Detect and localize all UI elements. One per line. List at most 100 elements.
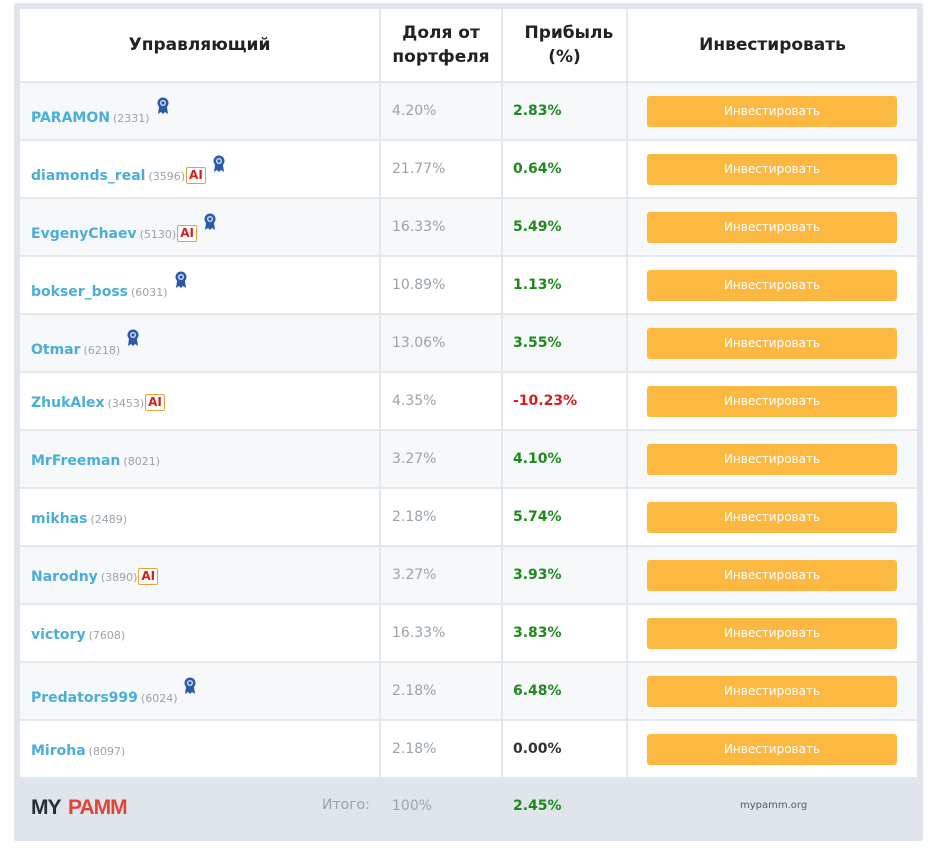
- table-row: Miroha (8097) 2.18% 0.00% Инвестировать: [20, 720, 917, 779]
- invest-cell: Инвестировать: [627, 256, 917, 315]
- profit-value: 3.55%: [502, 314, 628, 373]
- manager-cell: PARAMON (2331): [20, 82, 381, 141]
- invest-cell: Инвестировать: [627, 662, 917, 721]
- manager-link[interactable]: Miroha: [31, 742, 86, 759]
- share-value: 4.20%: [380, 82, 503, 141]
- manager-id: (7608): [88, 628, 126, 642]
- manager-id: (8021): [123, 454, 160, 468]
- ai-badge: AI: [186, 166, 206, 184]
- managers-table: Управляющий Доля от портфеля Прибыль (%)…: [20, 9, 917, 779]
- profit-value: 1.13%: [502, 256, 628, 315]
- invest-button[interactable]: Инвестировать: [647, 327, 897, 359]
- manager-link[interactable]: diamonds_real: [31, 167, 146, 184]
- invest-button[interactable]: Инвестировать: [647, 617, 897, 649]
- manager-cell: diamonds_real (3596) AI: [20, 140, 381, 199]
- profit-value: 5.49%: [502, 198, 628, 257]
- profit-value: 3.93%: [502, 546, 628, 605]
- invest-cell: Инвестировать: [627, 488, 917, 547]
- header-share: Доля от портфеля: [380, 9, 503, 83]
- table-row: mikhas (2489) 2.18% 5.74% Инвестировать: [20, 488, 917, 547]
- manager-link[interactable]: Otmar: [31, 341, 81, 358]
- invest-button[interactable]: Инвестировать: [647, 211, 897, 243]
- profit-value: 0.00%: [502, 720, 628, 779]
- share-value: 2.18%: [380, 662, 503, 721]
- invest-button[interactable]: Инвестировать: [647, 501, 897, 533]
- share-value: 3.27%: [380, 546, 503, 605]
- manager-cell: Narodny (3890) AI: [20, 546, 381, 605]
- manager-id: (3453): [107, 396, 145, 410]
- manager-link[interactable]: Predators999: [31, 689, 138, 706]
- header-profit: Прибыль (%): [502, 9, 628, 83]
- invest-cell: Инвестировать: [627, 546, 917, 605]
- share-value: 13.06%: [380, 314, 503, 373]
- manager-id: (6218): [83, 343, 121, 357]
- manager-link[interactable]: bokser_boss: [31, 283, 128, 300]
- table-footer: MY PAMM Итого: 100% 2.45% mypamm.org: [20, 781, 917, 833]
- manager-cell: ZhukAlex (3453) AI: [20, 372, 381, 431]
- total-share: 100%: [392, 798, 433, 814]
- invest-button[interactable]: Инвестировать: [647, 443, 897, 475]
- manager-link[interactable]: PARAMON: [31, 109, 110, 126]
- table-header: Управляющий Доля от портфеля Прибыль (%)…: [20, 9, 917, 83]
- medal-icon: [157, 97, 169, 114]
- site-link[interactable]: mypamm.org: [740, 800, 808, 811]
- share-value: 10.89%: [380, 256, 503, 315]
- invest-cell: Инвестировать: [627, 604, 917, 663]
- manager-link[interactable]: Narodny: [31, 568, 98, 585]
- manager-id: (2331): [112, 111, 150, 125]
- ai-badge: AI: [138, 567, 159, 585]
- medal-icon: [127, 329, 139, 346]
- header-share-label: Доля от портфеля: [392, 23, 490, 67]
- ai-badge: AI: [145, 393, 165, 411]
- total-profit: 2.45%: [513, 798, 562, 814]
- table-row: Narodny (3890) AI 3.27% 3.93% Инвестироват…: [20, 546, 917, 605]
- invest-button[interactable]: Инвестировать: [647, 675, 897, 707]
- profit-value: 5.74%: [502, 488, 628, 547]
- medal-icon: [213, 155, 225, 172]
- manager-link[interactable]: ZhukAlex: [31, 394, 105, 411]
- svg-text:MY: MY: [31, 796, 61, 817]
- share-value: 16.33%: [380, 604, 503, 663]
- invest-button[interactable]: Инвестировать: [647, 385, 897, 417]
- manager-link[interactable]: victory: [31, 626, 86, 643]
- manager-id: (3596): [148, 169, 186, 183]
- header-manager: Управляющий: [20, 9, 381, 83]
- manager-link[interactable]: EvgenyChaev: [31, 225, 137, 242]
- table-body: PARAMON (2331) 4.20% 2.83% Инвестировать …: [20, 82, 917, 779]
- share-value: 16.33%: [380, 198, 503, 257]
- table-row: bokser_boss (6031) 10.89% 1.13% Инвестиро…: [20, 256, 917, 315]
- table-row: Otmar (6218) 13.06% 3.55% Инвестировать: [20, 314, 917, 373]
- manager-cell: Miroha (8097): [20, 720, 381, 779]
- total-label: Итого:: [322, 797, 370, 813]
- profit-value: 6.48%: [502, 662, 628, 721]
- invest-button[interactable]: Инвестировать: [647, 95, 897, 127]
- manager-cell: bokser_boss (6031): [20, 256, 381, 315]
- table-row: MrFreeman (8021) 3.27% 4.10% Инвестироват…: [20, 430, 917, 489]
- profit-value: 4.10%: [502, 430, 628, 489]
- manager-link[interactable]: MrFreeman: [31, 452, 121, 469]
- ai-badge: AI: [177, 224, 197, 242]
- table-row: EvgenyChaev (5130) AI 16.33% 5.49% Инвести…: [20, 198, 917, 257]
- invest-button[interactable]: Инвестировать: [647, 153, 897, 185]
- table-row: PARAMON (2331) 4.20% 2.83% Инвестировать: [20, 82, 917, 141]
- profit-value: 3.83%: [502, 604, 628, 663]
- share-value: 3.27%: [380, 430, 503, 489]
- invest-button[interactable]: Инвестировать: [647, 559, 897, 591]
- invest-button[interactable]: Инвестировать: [647, 269, 897, 301]
- share-value: 4.35%: [380, 372, 503, 431]
- table-row: diamonds_real (3596) AI 21.77% 0.64% Инвес…: [20, 140, 917, 199]
- manager-id: (3890): [100, 570, 138, 584]
- manager-id: (5130): [139, 227, 177, 241]
- mypamm-logo: MY PAMM: [31, 796, 128, 817]
- manager-link[interactable]: mikhas: [31, 510, 88, 527]
- table-row: Predators999 (6024) 2.18% 6.48% Инвестиро…: [20, 662, 917, 721]
- header-invest: Инвестировать: [627, 9, 917, 83]
- profit-value: -10.23%: [502, 372, 628, 431]
- share-value: 21.77%: [380, 140, 503, 199]
- invest-button[interactable]: Инвестировать: [647, 733, 897, 765]
- manager-id: (8097): [88, 744, 126, 758]
- invest-cell: Инвестировать: [627, 720, 917, 779]
- medal-icon: [204, 213, 216, 230]
- profit-value: 2.83%: [502, 82, 628, 141]
- invest-cell: Инвестировать: [627, 372, 917, 431]
